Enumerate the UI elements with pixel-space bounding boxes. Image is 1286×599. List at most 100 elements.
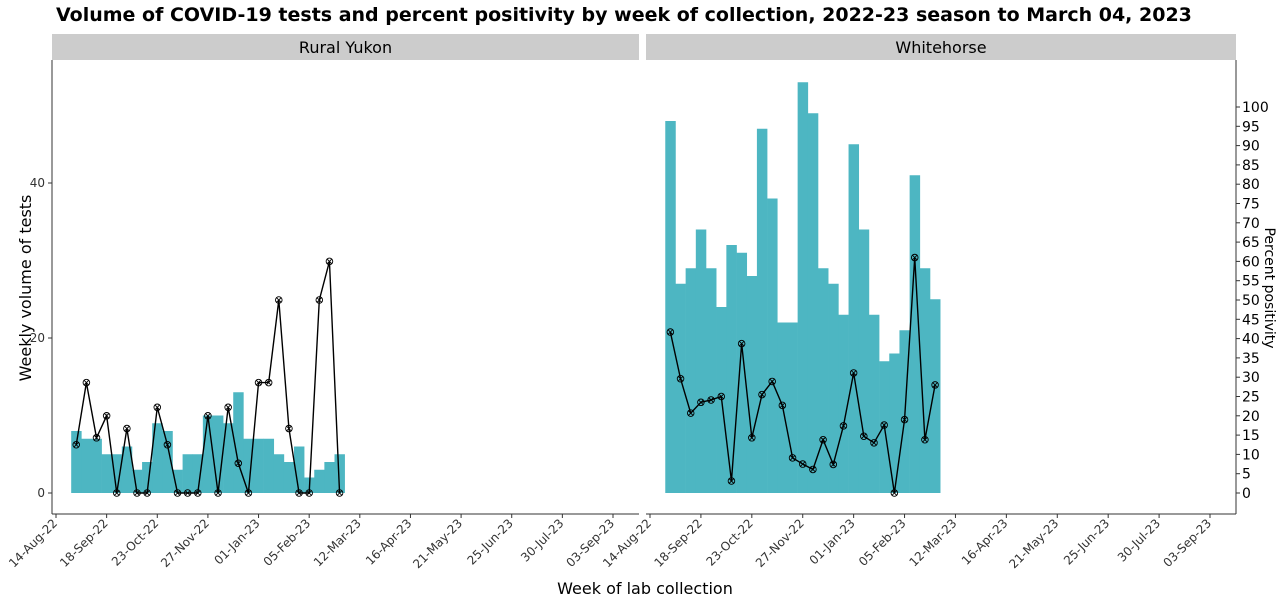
positivity-point <box>214 489 222 497</box>
volume-bar <box>756 128 768 493</box>
volume-bar <box>818 268 829 493</box>
positivity-point <box>325 257 334 266</box>
x-tick-label: 16-Apr-23 <box>363 516 415 568</box>
y2-tick-label: 5 <box>1242 467 1251 483</box>
positivity-point <box>697 398 705 407</box>
y2-tick-label: 10 <box>1242 447 1260 463</box>
y2-tick-label: 0 <box>1242 486 1251 502</box>
y2-tick-label: 35 <box>1242 351 1260 367</box>
positivity-point <box>285 424 293 433</box>
volume-bar <box>283 462 295 493</box>
volume-bar <box>212 415 224 493</box>
volume-bar <box>919 268 931 493</box>
positivity-point <box>133 489 141 497</box>
volume-bar <box>767 198 778 493</box>
y-tick-label: 40 <box>30 176 45 190</box>
positivity-point <box>275 296 283 304</box>
y2-axis-title: Percent positivity <box>1261 227 1277 348</box>
volume-bar <box>665 121 676 493</box>
x-tick-label: 27-Nov-22 <box>753 516 807 570</box>
panel-strip <box>646 34 1236 60</box>
positivity-point <box>315 296 324 304</box>
x-tick-label: 23-Oct-22 <box>109 516 162 569</box>
positivity-point <box>870 439 878 447</box>
volume-bar <box>152 423 163 493</box>
y2-tick-label: 100 <box>1242 100 1269 116</box>
volume-bar <box>858 229 870 493</box>
volume-bar <box>695 229 707 493</box>
positivity-point <box>82 378 91 387</box>
x-tick-label: 12-Mar-23 <box>311 516 364 569</box>
x-tick-label: 01-Jan-23 <box>211 516 262 567</box>
positivity-point <box>244 489 253 497</box>
volume-bar <box>736 252 748 493</box>
volume-bar <box>675 283 686 493</box>
volume-bar <box>172 469 183 493</box>
y2-tick-label: 60 <box>1242 254 1260 270</box>
y2-tick-label: 50 <box>1242 293 1260 309</box>
positivity-point <box>717 392 726 401</box>
volume-bar <box>202 415 214 493</box>
positivity-point <box>788 454 797 462</box>
positivity-point <box>335 489 344 497</box>
positivity-point <box>910 253 919 262</box>
positivity-point <box>890 489 899 497</box>
volume-bar <box>111 454 123 493</box>
volume-bar <box>726 245 737 493</box>
panel-strip-label: Whitehorse <box>895 38 986 57</box>
volume-bar <box>848 144 860 493</box>
positivity-point <box>194 489 202 497</box>
positivity-point <box>707 396 715 404</box>
volume-bar <box>81 438 92 493</box>
volume-bar <box>889 353 900 493</box>
positivity-point <box>839 422 848 430</box>
volume-bar <box>807 113 819 493</box>
positivity-point <box>880 421 888 429</box>
positivity-point <box>173 489 182 497</box>
positivity-point <box>737 339 746 348</box>
volume-bar <box>121 446 133 493</box>
x-tick-label: 14-Aug-22 <box>6 516 60 570</box>
panel-whitehorse: Whitehorse14-Aug-2218-Sep-2223-Oct-2227-… <box>600 34 1269 571</box>
x-tick-label: 12-Mar-23 <box>906 516 959 569</box>
volume-bar <box>787 322 798 493</box>
y2-tick-label: 85 <box>1242 158 1260 174</box>
positivity-point <box>921 435 929 444</box>
positivity-point <box>113 489 121 497</box>
positivity-point <box>860 432 868 441</box>
x-tick-label: 16-Apr-23 <box>959 516 1011 568</box>
panel-strip-label: Rural Yukon <box>299 38 392 57</box>
volume-bar <box>797 82 809 493</box>
volume-bar <box>192 454 204 493</box>
positivity-point <box>92 434 101 442</box>
positivity-point <box>204 412 212 420</box>
volume-bar <box>223 423 234 493</box>
x-tick-label: 18-Sep-22 <box>57 516 111 570</box>
positivity-point <box>153 403 162 412</box>
x-tick-label: 23-Oct-22 <box>703 516 756 569</box>
positivity-point <box>224 403 232 412</box>
positivity-point <box>748 434 756 442</box>
panel-rural-yukon: Rural Yukon 14-Aug-2218-Sep-2223-Oct-2227… <box>6 34 639 571</box>
y2-tick-label: 40 <box>1242 332 1260 348</box>
volume-bar <box>71 431 82 493</box>
positivity-point <box>163 441 172 449</box>
positivity-point <box>686 409 695 417</box>
volume-bar <box>838 314 849 493</box>
positivity-point <box>900 415 909 424</box>
volume-bar <box>706 268 717 493</box>
positivity-point <box>819 435 827 444</box>
y-axis-title: Weekly volume of tests <box>16 195 35 382</box>
volume-bar <box>131 469 143 493</box>
y2-tick-label: 65 <box>1242 235 1260 251</box>
volume-bar <box>162 431 173 493</box>
volume-bar <box>334 454 345 493</box>
x-tick-label: 05-Feb-23 <box>856 516 909 569</box>
positivity-point <box>666 328 675 336</box>
positivity-point <box>727 477 736 485</box>
x-tick-label: 05-Feb-23 <box>261 516 314 569</box>
positivity-point <box>809 465 817 474</box>
volume-bar <box>142 462 153 493</box>
positivity-point <box>829 460 838 469</box>
